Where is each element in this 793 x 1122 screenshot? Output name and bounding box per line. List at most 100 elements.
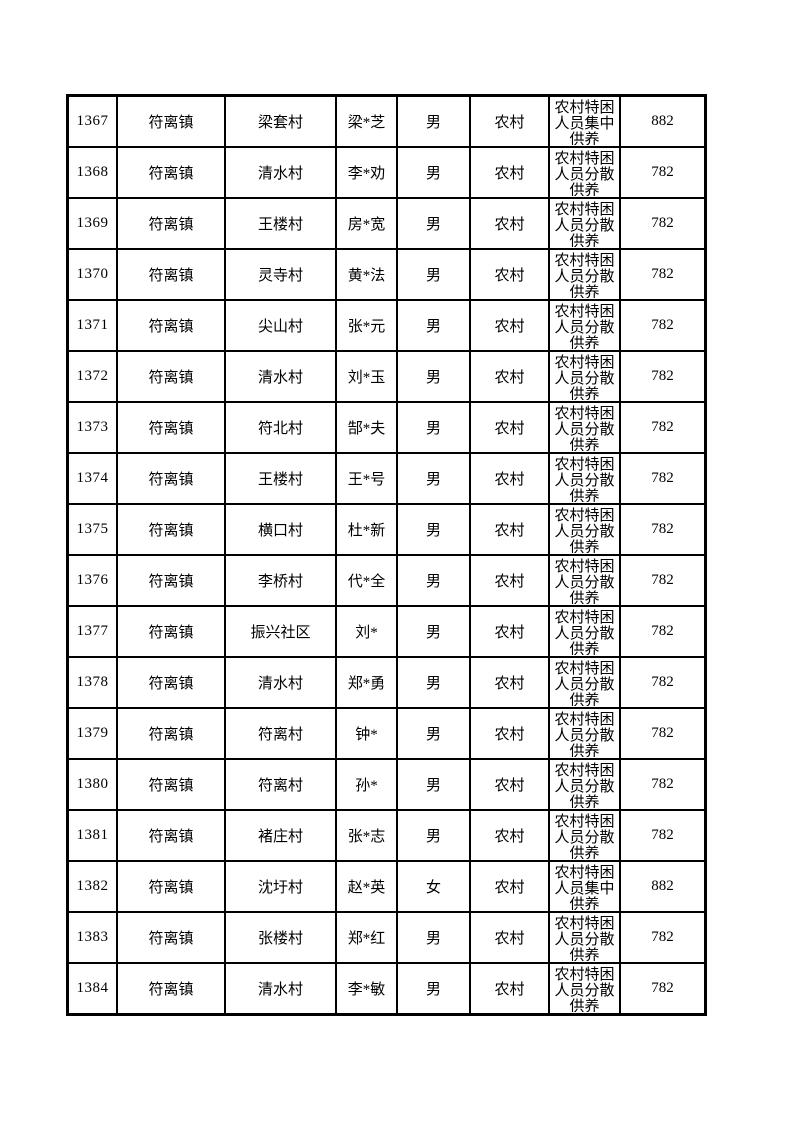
cell-amount-text: 782 bbox=[651, 470, 674, 486]
cell-category: 农村特困人员分散供养 bbox=[548, 605, 621, 658]
cell-village: 清水村 bbox=[224, 350, 337, 403]
cell-amount-text: 782 bbox=[651, 164, 674, 180]
table-row: 1376 符离镇 李桥村 代*全 男 农村 农村特困人员分散供养 782 bbox=[66, 554, 707, 607]
cell-amount-text: 782 bbox=[651, 215, 674, 231]
cell-index-text: 1382 bbox=[76, 878, 109, 894]
cell-category-text: 农村特困人员分散供养 bbox=[554, 916, 615, 961]
cell-town: 符离镇 bbox=[116, 758, 226, 811]
cell-category-text: 农村特困人员分散供养 bbox=[554, 457, 615, 502]
cell-index-text: 1373 bbox=[76, 419, 109, 435]
cell-residence-text: 农村 bbox=[494, 778, 525, 794]
cell-residence-text: 农村 bbox=[494, 268, 525, 284]
cell-category-text: 农村特困人员分散供养 bbox=[554, 610, 615, 655]
cell-gender-text: 男 bbox=[425, 319, 441, 335]
cell-residence: 农村 bbox=[469, 860, 550, 913]
cell-gender-text: 男 bbox=[425, 982, 441, 998]
table-row: 1372 符离镇 清水村 刘*玉 男 农村 农村特困人员分散供养 782 bbox=[66, 350, 707, 403]
cell-amount: 782 bbox=[619, 146, 707, 199]
cell-village-text: 符北村 bbox=[257, 421, 303, 437]
cell-index: 1382 bbox=[66, 860, 118, 913]
cell-village-text: 尖山村 bbox=[257, 319, 303, 335]
cell-town: 符离镇 bbox=[116, 605, 226, 658]
cell-name-text: 王*号 bbox=[347, 472, 386, 488]
table-row: 1384 符离镇 清水村 李*敏 男 农村 农村特困人员分散供养 782 bbox=[66, 962, 707, 1016]
cell-name: 郜*夫 bbox=[335, 401, 398, 454]
cell-gender: 男 bbox=[396, 503, 471, 556]
cell-index: 1384 bbox=[66, 962, 118, 1016]
cell-town-text: 符离镇 bbox=[148, 829, 194, 845]
cell-category: 农村特困人员分散供养 bbox=[548, 962, 621, 1016]
cell-town: 符离镇 bbox=[116, 656, 226, 709]
cell-residence: 农村 bbox=[469, 452, 550, 505]
cell-residence-text: 农村 bbox=[494, 370, 525, 386]
table-row: 1371 符离镇 尖山村 张*元 男 农村 农村特困人员分散供养 782 bbox=[66, 299, 707, 352]
cell-town: 符离镇 bbox=[116, 503, 226, 556]
cell-village: 灵寺村 bbox=[224, 248, 337, 301]
cell-name: 代*全 bbox=[335, 554, 398, 607]
cell-residence-text: 农村 bbox=[494, 217, 525, 233]
cell-village: 王楼村 bbox=[224, 452, 337, 505]
cell-category-text: 农村特困人员分散供养 bbox=[554, 253, 615, 298]
cell-name-text: 刘* bbox=[355, 625, 378, 641]
cell-residence: 农村 bbox=[469, 554, 550, 607]
cell-gender-text: 男 bbox=[425, 523, 441, 539]
cell-residence: 农村 bbox=[469, 809, 550, 862]
cell-name-text: 房*宽 bbox=[347, 217, 386, 233]
cell-gender: 男 bbox=[396, 401, 471, 454]
table-body: 1367 符离镇 梁套村 梁*芝男农村 农村特困人员集中供养 882 1368 符离镇 清水村李… bbox=[66, 94, 707, 1016]
cell-residence-text: 农村 bbox=[494, 472, 525, 488]
table-row: 1374 符离镇 王楼村 王*号 男 农村 农村特困人员分散供养 782 bbox=[66, 452, 707, 505]
cell-residence-text: 农村 bbox=[494, 829, 525, 845]
cell-category-text: 农村特困人员分散供养 bbox=[554, 508, 615, 553]
cell-gender: 男 bbox=[396, 554, 471, 607]
cell-category: 农村特困人员集中供养 bbox=[548, 94, 621, 148]
cell-gender: 男 bbox=[396, 197, 471, 250]
cell-gender: 男 bbox=[396, 350, 471, 403]
cell-village-text: 王楼村 bbox=[257, 217, 303, 233]
cell-index: 1370 bbox=[66, 248, 118, 301]
cell-amount: 882 bbox=[619, 94, 707, 148]
cell-town-text: 符离镇 bbox=[148, 931, 194, 947]
cell-category: 农村特困人员分散供养 bbox=[548, 809, 621, 862]
cell-index-text: 1370 bbox=[76, 266, 109, 282]
cell-amount: 782 bbox=[619, 503, 707, 556]
cell-town-text: 符离镇 bbox=[148, 115, 194, 131]
cell-index-text: 1379 bbox=[76, 725, 109, 741]
cell-name-text: 张*元 bbox=[347, 319, 386, 335]
cell-village: 清水村 bbox=[224, 146, 337, 199]
cell-amount: 782 bbox=[619, 197, 707, 250]
cell-amount: 782 bbox=[619, 656, 707, 709]
cell-town-text: 符离镇 bbox=[148, 268, 194, 284]
cell-index: 1372 bbox=[66, 350, 118, 403]
cell-town-text: 符离镇 bbox=[148, 523, 194, 539]
cell-residence-text: 农村 bbox=[494, 982, 525, 998]
cell-amount: 782 bbox=[619, 605, 707, 658]
cell-residence: 农村 bbox=[469, 401, 550, 454]
cell-amount: 782 bbox=[619, 758, 707, 811]
cell-residence: 农村 bbox=[469, 605, 550, 658]
cell-index: 1371 bbox=[66, 299, 118, 352]
cell-index-text: 1372 bbox=[76, 368, 109, 384]
cell-town-text: 符离镇 bbox=[148, 625, 194, 641]
cell-residence: 农村 bbox=[469, 299, 550, 352]
cell-category-text: 农村特困人员分散供养 bbox=[554, 355, 615, 400]
cell-village-text: 清水村 bbox=[257, 166, 303, 182]
cell-category-text: 农村特困人员分散供养 bbox=[554, 304, 615, 349]
cell-category: 农村特困人员分散供养 bbox=[548, 146, 621, 199]
cell-name-text: 杜*新 bbox=[347, 523, 386, 539]
cell-town: 符离镇 bbox=[116, 809, 226, 862]
cell-residence: 农村 bbox=[469, 707, 550, 760]
cell-category: 农村特困人员集中供养 bbox=[548, 860, 621, 913]
cell-town-text: 符离镇 bbox=[148, 574, 194, 590]
cell-name-text: 黄*法 bbox=[347, 268, 386, 284]
cell-town: 符离镇 bbox=[116, 860, 226, 913]
cell-town-text: 符离镇 bbox=[148, 880, 194, 896]
cell-residence-text: 农村 bbox=[494, 727, 525, 743]
cell-town: 符离镇 bbox=[116, 962, 226, 1016]
cell-amount-text: 782 bbox=[651, 419, 674, 435]
cell-name-text: 梁*芝 bbox=[347, 115, 386, 131]
cell-gender-text: 女 bbox=[425, 880, 441, 896]
cell-village-text: 横口村 bbox=[257, 523, 303, 539]
cell-index-text: 1367 bbox=[76, 113, 109, 129]
cell-name: 杜*新 bbox=[335, 503, 398, 556]
